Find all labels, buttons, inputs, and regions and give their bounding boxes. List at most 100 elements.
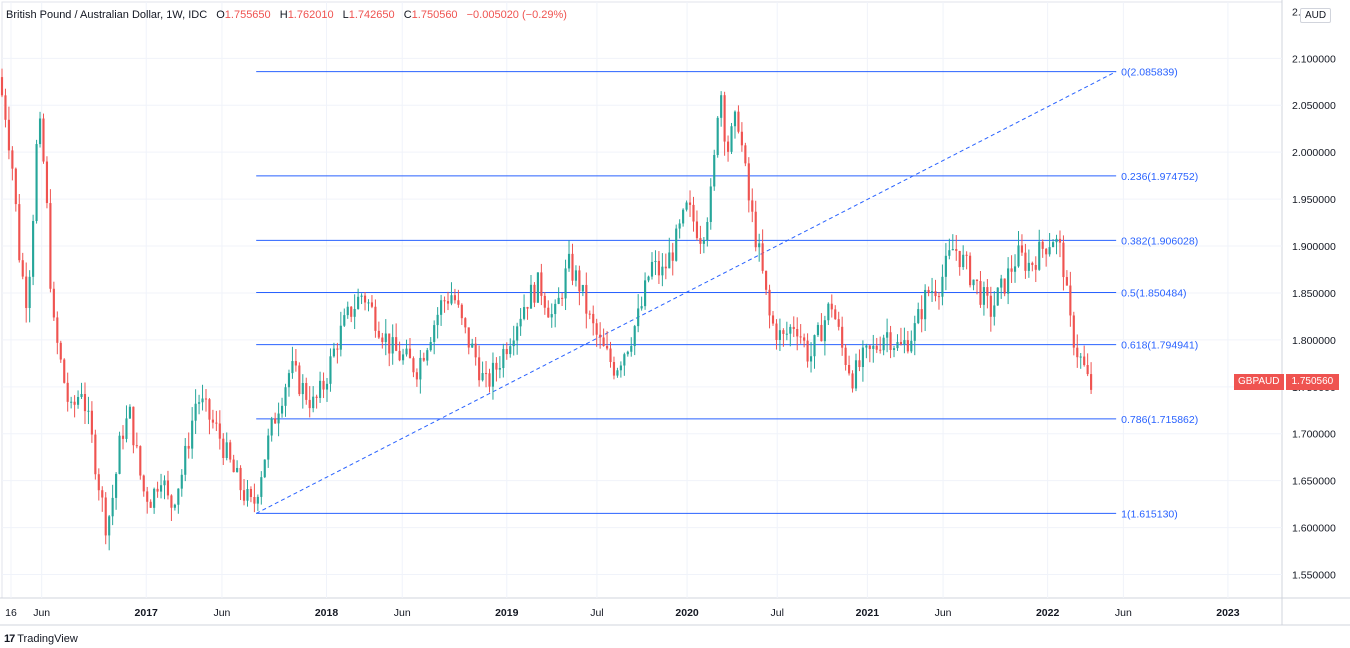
- candle-body[interactable]: [360, 295, 363, 297]
- candle-body[interactable]: [491, 362, 495, 387]
- candle-body[interactable]: [706, 221, 709, 241]
- candle-body[interactable]: [4, 95, 7, 120]
- candle-body[interactable]: [917, 309, 920, 324]
- candle-body[interactable]: [675, 228, 678, 261]
- candle-body[interactable]: [38, 118, 42, 145]
- candle-body[interactable]: [806, 340, 809, 362]
- candle-body[interactable]: [21, 260, 24, 277]
- candle-body[interactable]: [139, 446, 142, 476]
- candle-body[interactable]: [896, 341, 899, 349]
- candle-body[interactable]: [412, 358, 415, 373]
- candle-body[interactable]: [436, 314, 439, 326]
- candle-body[interactable]: [1003, 278, 1006, 294]
- candle-body[interactable]: [1013, 266, 1017, 272]
- candle-body[interactable]: [1038, 241, 1041, 270]
- candle-body[interactable]: [540, 272, 543, 296]
- candle-body[interactable]: [405, 348, 408, 355]
- candle-body[interactable]: [671, 252, 674, 261]
- candle-body[interactable]: [778, 330, 781, 340]
- candle-body[interactable]: [709, 186, 712, 222]
- candle-body[interactable]: [982, 287, 985, 305]
- candle-body[interactable]: [644, 280, 647, 307]
- candle-body[interactable]: [363, 295, 367, 303]
- candle-body[interactable]: [637, 308, 640, 327]
- price-axis[interactable]: 1.5500001.6000001.6500001.7000001.750000…: [1292, 6, 1336, 581]
- candle-body[interactable]: [377, 330, 380, 338]
- candle-body[interactable]: [1062, 242, 1065, 278]
- candle-body[interactable]: [498, 368, 501, 370]
- candle-body[interactable]: [868, 345, 871, 349]
- candle-body[interactable]: [177, 488, 180, 505]
- candle-body[interactable]: [657, 260, 660, 276]
- candle-body[interactable]: [782, 330, 785, 334]
- candle-body[interactable]: [173, 504, 176, 508]
- candle-body[interactable]: [450, 295, 453, 304]
- candle-body[interactable]: [401, 354, 405, 361]
- candle-body[interactable]: [446, 301, 450, 304]
- candle-body[interactable]: [771, 315, 775, 324]
- candle-body[interactable]: [222, 438, 225, 459]
- candle-body[interactable]: [367, 302, 370, 304]
- candle-body[interactable]: [253, 497, 256, 504]
- candle-body[interactable]: [11, 150, 14, 169]
- candle-body[interactable]: [63, 359, 66, 383]
- candle-body[interactable]: [1076, 347, 1079, 358]
- candle-body[interactable]: [384, 333, 387, 343]
- candle-body[interactable]: [1069, 285, 1072, 316]
- candle-body[interactable]: [789, 326, 792, 334]
- candle-body[interactable]: [83, 393, 87, 412]
- candle-body[interactable]: [66, 382, 69, 402]
- candle-body[interactable]: [156, 488, 159, 492]
- candle-body[interactable]: [536, 272, 539, 303]
- candle-body[interactable]: [370, 302, 374, 307]
- candle-body[interactable]: [854, 360, 858, 389]
- candle-body[interactable]: [561, 297, 564, 299]
- candle-body[interactable]: [564, 268, 567, 299]
- candle-body[interactable]: [533, 284, 536, 303]
- candle-body[interactable]: [149, 501, 152, 508]
- candle-body[interactable]: [516, 326, 519, 341]
- candle-body[interactable]: [512, 340, 515, 347]
- candle-body[interactable]: [187, 445, 190, 449]
- candle-body[interactable]: [101, 490, 104, 498]
- candle-body[interactable]: [924, 289, 927, 320]
- candle-body[interactable]: [191, 420, 194, 449]
- candle-body[interactable]: [574, 270, 578, 281]
- candle-body[interactable]: [325, 383, 329, 390]
- candle-body[interactable]: [834, 309, 837, 320]
- candle-body[interactable]: [1031, 262, 1034, 266]
- candle-body[interactable]: [578, 270, 581, 292]
- candle-body[interactable]: [948, 250, 951, 256]
- candle-body[interactable]: [993, 305, 996, 317]
- candle-body[interactable]: [913, 323, 916, 341]
- candle-body[interactable]: [1072, 315, 1075, 348]
- candle-body[interactable]: [1090, 374, 1093, 390]
- candle-body[interactable]: [277, 413, 280, 424]
- candle-body[interactable]: [408, 348, 412, 359]
- candle-body[interactable]: [695, 221, 699, 239]
- candle-body[interactable]: [76, 396, 80, 405]
- candle-body[interactable]: [270, 418, 273, 436]
- candle-body[interactable]: [809, 356, 813, 362]
- candle-body[interactable]: [955, 248, 958, 251]
- candle-body[interactable]: [343, 315, 346, 326]
- candle-body[interactable]: [972, 279, 975, 286]
- candle-body[interactable]: [457, 300, 460, 305]
- candle-body[interactable]: [28, 276, 31, 308]
- candle-body[interactable]: [346, 306, 349, 316]
- candle-body[interactable]: [194, 403, 197, 421]
- candle-body[interactable]: [550, 314, 553, 318]
- candle-body[interactable]: [388, 333, 391, 354]
- candle-body[interactable]: [1065, 277, 1068, 286]
- candle-body[interactable]: [509, 346, 512, 355]
- candle-body[interactable]: [692, 204, 695, 222]
- candle-body[interactable]: [1051, 242, 1055, 248]
- candle-body[interactable]: [927, 289, 930, 293]
- candle-body[interactable]: [298, 365, 301, 395]
- candle-body[interactable]: [163, 480, 166, 486]
- candle-body[interactable]: [381, 337, 384, 343]
- candle-body[interactable]: [837, 319, 840, 327]
- candle-body[interactable]: [249, 488, 253, 498]
- candle-body[interactable]: [523, 307, 526, 319]
- candle-body[interactable]: [90, 410, 93, 435]
